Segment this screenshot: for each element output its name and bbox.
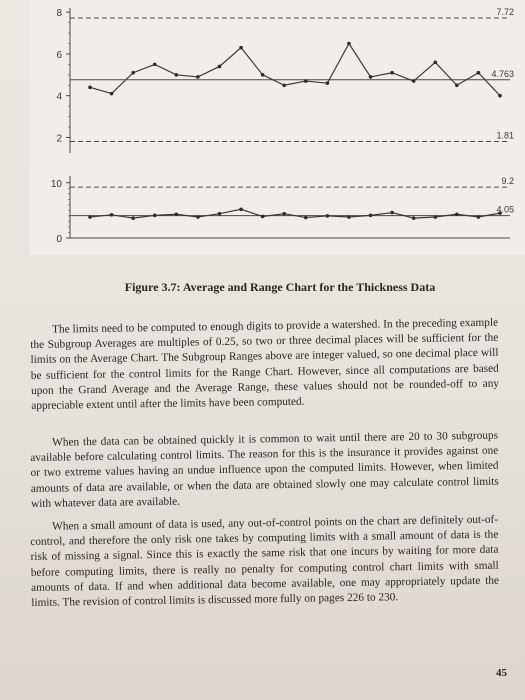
control-chart-svg: 8 6 4 2 10 0 7.72 4.763 1.81 9.2 4.05	[51, 7, 514, 245]
range-point	[152, 213, 157, 218]
range-point	[260, 214, 265, 219]
average-point	[455, 83, 459, 88]
paragraph-3: When a small amount of data is used, any…	[30, 513, 499, 612]
average-limit-label: 7.72	[496, 7, 514, 17]
range-point	[282, 211, 287, 216]
average-point	[476, 70, 481, 75]
average-point	[303, 79, 308, 83]
average-point	[88, 85, 92, 90]
range-limit-label: 4.05	[496, 205, 514, 215]
range-point	[390, 210, 394, 215]
range-point	[325, 214, 330, 218]
paragraph-1-text: The limits need to be computed to enough…	[30, 316, 500, 413]
average-limit-label: 1.81	[496, 130, 514, 140]
range-y-tick-label-0: 0	[56, 234, 62, 245]
control-chart-figure: 8 6 4 2 10 0 7.72 4.763 1.81 9.2 4.05	[30, 0, 525, 255]
range-point	[455, 212, 459, 217]
paragraph-1: The limits need to be computed to enough…	[30, 316, 499, 415]
paragraph-2: When the data can be obtained quickly it…	[30, 429, 499, 512]
range-point	[217, 211, 222, 216]
average-point	[411, 79, 416, 83]
range-series-line	[89, 208, 501, 219]
range-point	[239, 207, 243, 212]
average-point	[109, 91, 114, 96]
range-point	[498, 211, 502, 215]
average-point	[347, 41, 351, 46]
average-point	[217, 64, 222, 69]
average-point	[498, 93, 502, 98]
range-limit-label: 9.2	[501, 176, 514, 186]
range-point	[131, 216, 135, 220]
paragraph-3-text: When a small amount of data is used, any…	[30, 513, 500, 610]
caption-label: Figure 3.7:	[124, 280, 181, 294]
range-y-tick-label-10: 10	[51, 179, 63, 190]
range-point	[109, 213, 114, 217]
range-point	[196, 215, 200, 219]
range-point	[174, 212, 179, 217]
average-point	[260, 73, 265, 77]
figure-caption: Figure 3.7: Average and Range Chart for …	[60, 280, 500, 295]
average-point	[368, 75, 373, 79]
average-point	[433, 60, 438, 65]
range-point	[433, 215, 438, 219]
average-y-tick-label-8: 8	[56, 8, 62, 19]
average-point	[131, 70, 135, 75]
range-point	[347, 215, 351, 219]
caption-text: Average and Range Chart for the Thicknes…	[182, 280, 436, 294]
range-point	[476, 215, 481, 219]
range-point	[303, 215, 308, 220]
average-point	[239, 45, 243, 50]
paragraph-2-text: When the data can be obtained quickly it…	[30, 429, 499, 510]
average-y-tick-label-2: 2	[56, 133, 62, 144]
average-point	[325, 81, 330, 85]
average-limit-label: 4.763	[491, 69, 514, 79]
average-point	[152, 62, 157, 67]
average-y-tick-label-4: 4	[56, 92, 62, 103]
range-point	[411, 216, 416, 220]
average-point	[390, 70, 394, 75]
average-y-tick-label-6: 6	[56, 50, 62, 61]
average-point	[196, 75, 200, 79]
page-number: 45	[496, 667, 507, 679]
range-point	[88, 215, 92, 219]
average-point	[174, 73, 179, 77]
average-series-line	[89, 42, 501, 97]
average-point	[282, 83, 287, 88]
range-point	[368, 213, 373, 218]
